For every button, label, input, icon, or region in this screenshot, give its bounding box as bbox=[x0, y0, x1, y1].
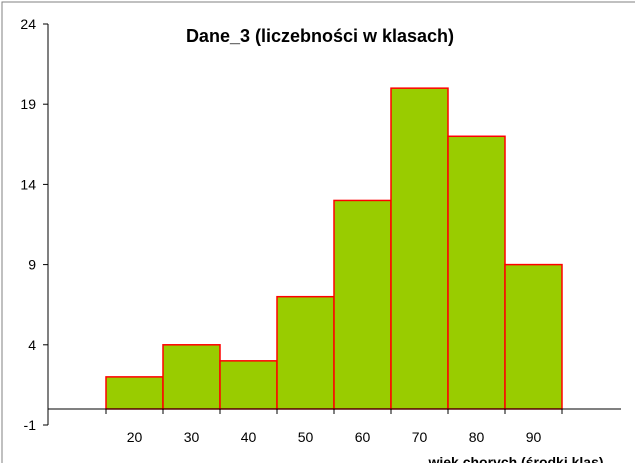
x-axis: 20 30 40 50 60 70 80 90 bbox=[48, 408, 621, 445]
chart-title: Dane_3 (liczebności w klasach) bbox=[186, 26, 454, 46]
bar-70 bbox=[390, 87, 449, 410]
x-tick-label: 50 bbox=[298, 429, 314, 445]
x-tick-label: 30 bbox=[184, 429, 200, 445]
bars bbox=[105, 87, 563, 410]
x-tick-label: 40 bbox=[241, 429, 257, 445]
x-tick-label: 70 bbox=[412, 429, 428, 445]
bar-40 bbox=[219, 360, 278, 410]
y-tick-label: 4 bbox=[28, 337, 36, 353]
x-tick-label: 90 bbox=[526, 429, 542, 445]
bar-60 bbox=[333, 199, 392, 410]
bar-50 bbox=[276, 295, 335, 410]
x-tick-label: 20 bbox=[127, 429, 143, 445]
bar-80 bbox=[447, 135, 506, 410]
y-tick-label: 19 bbox=[20, 96, 36, 112]
bar-90 bbox=[504, 263, 563, 410]
y-axis: -1 4 9 14 19 24 bbox=[20, 16, 49, 433]
bar-20 bbox=[105, 376, 164, 410]
x-tick-label: 80 bbox=[469, 429, 485, 445]
y-tick-label: -1 bbox=[24, 417, 37, 433]
y-tick-label: 14 bbox=[20, 176, 36, 192]
bar-30 bbox=[162, 344, 221, 410]
x-tick-label: 60 bbox=[355, 429, 371, 445]
y-tick-label: 24 bbox=[20, 16, 36, 32]
y-tick-label: 9 bbox=[28, 257, 36, 273]
x-axis-label: wiek chorych (środki klas) bbox=[427, 454, 603, 463]
